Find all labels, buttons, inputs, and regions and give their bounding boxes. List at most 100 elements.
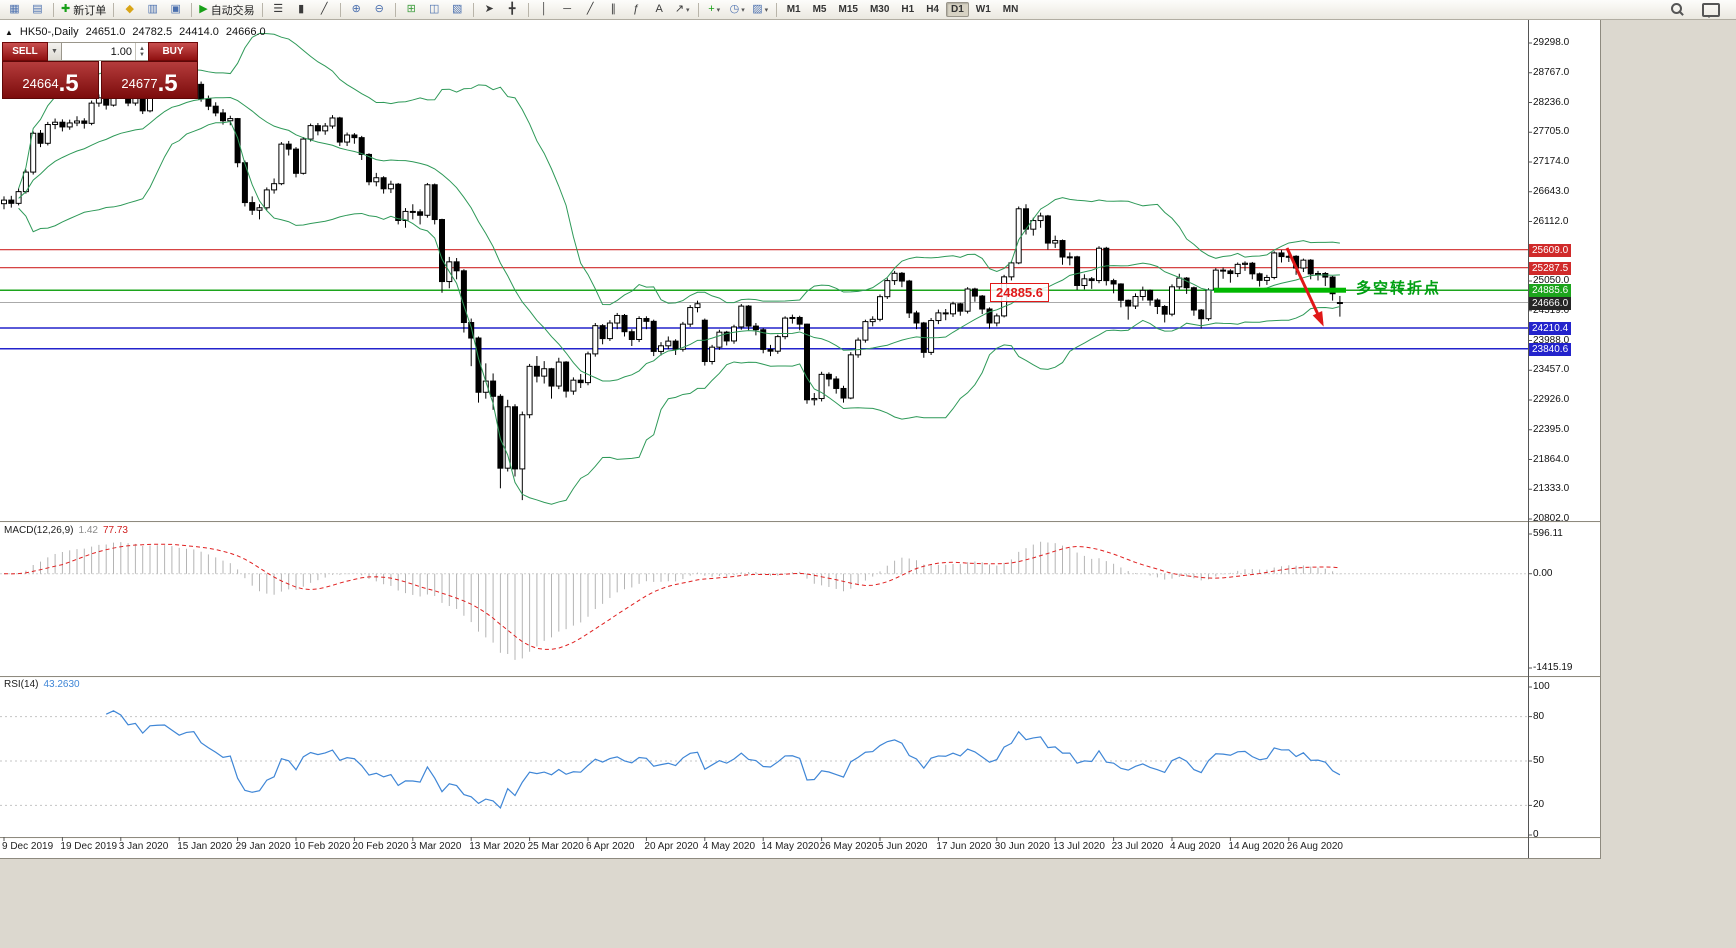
arrows-icon[interactable]: ↗ ▾	[671, 0, 694, 19]
terminal-icon[interactable]: ▣	[164, 0, 187, 19]
time-axis[interactable]: 9 Dec 2019 19 Dec 2019 3 Jan 2020 15 Jan 20…	[0, 837, 1600, 858]
volume-dropdown-button[interactable]: ▼	[48, 42, 62, 61]
autotrading-icon[interactable]: ▶ 自动交易	[196, 0, 257, 19]
horizontal-line-icon[interactable]: ─	[556, 0, 579, 19]
cursor-icon[interactable]: ➤	[478, 0, 501, 19]
price-callout-label[interactable]: 24885.6	[990, 283, 1049, 302]
templates-icon[interactable]: ▨ ▾	[749, 0, 772, 19]
toolbar-separator	[261, 2, 263, 17]
low-value: 24414.0	[179, 26, 219, 38]
macd-layer	[0, 541, 1528, 660]
periods-icon-glyph: ◷	[729, 3, 740, 15]
timeframe-m1[interactable]: M1	[786, 4, 801, 15]
time-axis-label: 10 Feb 2020	[294, 841, 351, 852]
time-axis-label: 3 Jan 2020	[118, 841, 169, 852]
chart-canvas	[0, 20, 1600, 858]
time-axis-label: 4 May 2020	[702, 841, 756, 852]
toolbar-separator	[394, 2, 396, 17]
zoom-out-icon-glyph: ⊖	[374, 3, 384, 15]
one-click-collapse-icon[interactable]: ▲	[5, 27, 13, 37]
trendline-icon-glyph: ╱	[586, 3, 594, 15]
trendline-icon[interactable]: ╱	[579, 0, 602, 19]
autotrading-label: 自动交易	[210, 4, 255, 17]
candlestick-chart-icon-glyph: ▮	[298, 3, 305, 15]
buy-price: 24677	[121, 76, 158, 91]
zoom-out-icon[interactable]: ⊖	[368, 0, 391, 19]
time-axis-label: 20 Feb 2020	[352, 841, 409, 852]
crosshair-icon[interactable]: ╋	[501, 0, 524, 19]
arrange-windows-icon[interactable]: ▧	[446, 0, 469, 19]
timeframe-m30[interactable]: M30	[869, 4, 890, 15]
cursor-icon-glyph: ➤	[484, 3, 494, 15]
sell-price-fraction: .5	[58, 70, 79, 97]
search-icon	[1671, 3, 1684, 16]
timeframe-w1[interactable]: W1	[975, 4, 991, 15]
tile-windows-icon[interactable]: ⊞	[400, 0, 423, 19]
timeframe-m15[interactable]: M15	[838, 4, 858, 15]
macd-indicator-label: MACD(12,26,9) 1.42 77.73	[4, 525, 128, 536]
timeframe-h4[interactable]: H4	[926, 4, 939, 15]
timeframe-h1[interactable]: H1	[901, 4, 915, 15]
timeframe-m5[interactable]: M5	[812, 4, 827, 15]
periods-icon[interactable]: ◷ ▾	[726, 0, 749, 19]
time-axis-label: 26 Aug 2020	[1286, 841, 1343, 852]
timeframe-mn[interactable]: MN	[1002, 4, 1019, 15]
sell-button[interactable]: SELL	[2, 42, 48, 61]
toolbar-separator	[775, 2, 777, 17]
support-segment	[1214, 287, 1346, 293]
chart-window[interactable]: ▲ HK50-,Daily 24651.0 24782.5 24414.0 24…	[0, 20, 1601, 859]
time-axis-label: 19 Dec 2019	[60, 841, 118, 852]
bollinger-bands-layer	[18, 32, 1341, 505]
chat-button[interactable]	[1699, 0, 1723, 19]
indicators-icon[interactable]: + ▾	[703, 0, 726, 19]
close-value: 24666.0	[225, 26, 266, 38]
fibonacci-icon[interactable]: ƒ	[625, 0, 648, 19]
time-axis-label: 29 Jan 2020	[235, 841, 291, 852]
toolbar-separator	[527, 2, 529, 17]
metaeditor-icon-glyph: ◆	[125, 3, 134, 15]
new-chart-icon[interactable]: ▦	[3, 0, 26, 19]
search-button[interactable]	[1666, 0, 1689, 19]
zoom-in-icon[interactable]: ⊕	[345, 0, 368, 19]
sell-price: 24664	[22, 76, 59, 91]
arrange-windows-icon-glyph: ▧	[451, 3, 463, 15]
new-order-icon[interactable]: ✚ 新订单	[58, 0, 109, 19]
market-watch-icon[interactable]: ▥	[141, 0, 164, 19]
toolbar-separator	[53, 2, 54, 17]
profiles-icon[interactable]: ▤	[26, 0, 49, 19]
buy-price-button[interactable]: 24677.5	[101, 61, 198, 99]
volume-input[interactable]: 1.00 ▲ ▼	[62, 42, 148, 61]
volume-stepper[interactable]: ▲ ▼	[135, 43, 148, 60]
dropdown-caret-icon: ▾	[686, 6, 690, 14]
rsi-value: 43.2630	[43, 679, 80, 690]
chart-title: HK50-,Daily	[19, 26, 79, 38]
macd-signal-value: 77.73	[102, 525, 128, 536]
timeframe-d1[interactable]: D1	[946, 2, 969, 17]
candlestick-chart-icon[interactable]: ▮	[290, 0, 313, 19]
dropdown-caret-icon: ▾	[764, 6, 769, 14]
fibonacci-icon-glyph: ƒ	[633, 3, 640, 15]
text-icon-glyph: A	[655, 3, 663, 15]
sell-price-button[interactable]: 24664.5	[2, 61, 99, 99]
bar-chart-icon[interactable]: ☰	[267, 0, 290, 19]
vertical-line-icon[interactable]: │	[533, 0, 556, 19]
buy-button[interactable]: BUY	[148, 42, 198, 61]
macd-name: MACD	[4, 525, 34, 536]
time-axis-label: 30 Jun 2020	[994, 841, 1050, 852]
indicators-icon-glyph: +	[708, 3, 715, 15]
macd-main-value: 1.42	[78, 525, 98, 536]
text-icon[interactable]: A	[648, 0, 671, 19]
channel-icon[interactable]: ∥	[602, 0, 625, 19]
line-chart-icon[interactable]: ╱	[313, 0, 336, 19]
annotation-text[interactable]: 多空转折点	[1356, 280, 1442, 297]
time-axis-label: 3 Mar 2020	[410, 841, 462, 852]
time-axis-label: 15 Jan 2020	[177, 841, 233, 852]
time-axis-label: 13 Mar 2020	[469, 841, 526, 852]
templates-icon-glyph: ▨	[752, 3, 763, 15]
time-axis-label: 9 Dec 2019	[2, 841, 54, 852]
cascade-windows-icon[interactable]: ◫	[423, 0, 446, 19]
channel-icon-glyph: ∥	[610, 3, 616, 15]
rsi-name: RSI	[4, 679, 21, 690]
metaeditor-icon[interactable]: ◆	[118, 0, 141, 19]
time-axis-label: 13 Jul 2020	[1053, 841, 1105, 852]
